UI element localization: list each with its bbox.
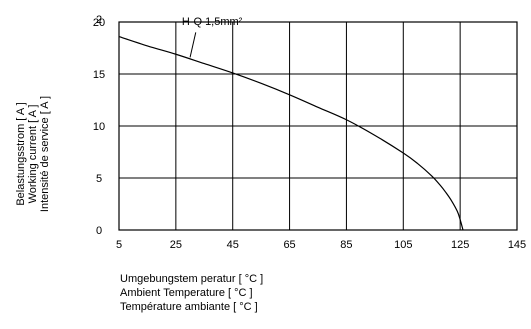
- y-tick-label: 2: [96, 14, 102, 26]
- x-tick-label: 65: [283, 239, 295, 251]
- series-line-h-q: [118, 35, 464, 231]
- series-annotation-leader: [189, 32, 197, 58]
- y-axis-label-en: Working current [ A ]: [27, 105, 39, 204]
- x-tick-label: 5: [116, 239, 122, 251]
- x-axis-label-de: Umgebungstem peratur [ °C ]: [120, 273, 264, 285]
- series-annotation-label: H-Q 1,5mm²: [182, 16, 243, 28]
- y-tick-labels: 0 5 10 15 202: [93, 14, 105, 237]
- x-tick-label: 25: [170, 239, 182, 251]
- x-axis-label: Umgebungstem peratur [ °C ] Ambient Temp…: [120, 272, 263, 314]
- y-axis-label: Belastungsstrom [ A ] Working current [ …: [15, 96, 51, 212]
- x-axis-label-fr: Température ambiante [ °C ]: [120, 301, 258, 313]
- y-tick-label: 5: [96, 173, 102, 185]
- y-tick-label: 10: [93, 121, 105, 133]
- grid: [119, 21, 517, 230]
- x-axis-label-en: Ambient Temperature [ °C ]: [120, 287, 253, 299]
- x-tick-labels: 5 25 45 65 85 105 125 145: [116, 239, 526, 251]
- y-tick-label: 0: [96, 225, 102, 237]
- x-tick-label: 45: [227, 239, 239, 251]
- x-tick-label: 105: [394, 239, 412, 251]
- y-tick-label: 20: [93, 17, 105, 29]
- y-axis-label-fr: Intensité de service [ A ]: [39, 96, 51, 212]
- x-tick-label: 125: [451, 239, 469, 251]
- x-tick-label: 85: [340, 239, 352, 251]
- plot-frame: [118, 21, 518, 231]
- y-tick-label: 15: [93, 69, 105, 81]
- x-tick-label: 145: [508, 239, 526, 251]
- y-axis-label-de: Belastungsstrom [ A ]: [15, 102, 27, 205]
